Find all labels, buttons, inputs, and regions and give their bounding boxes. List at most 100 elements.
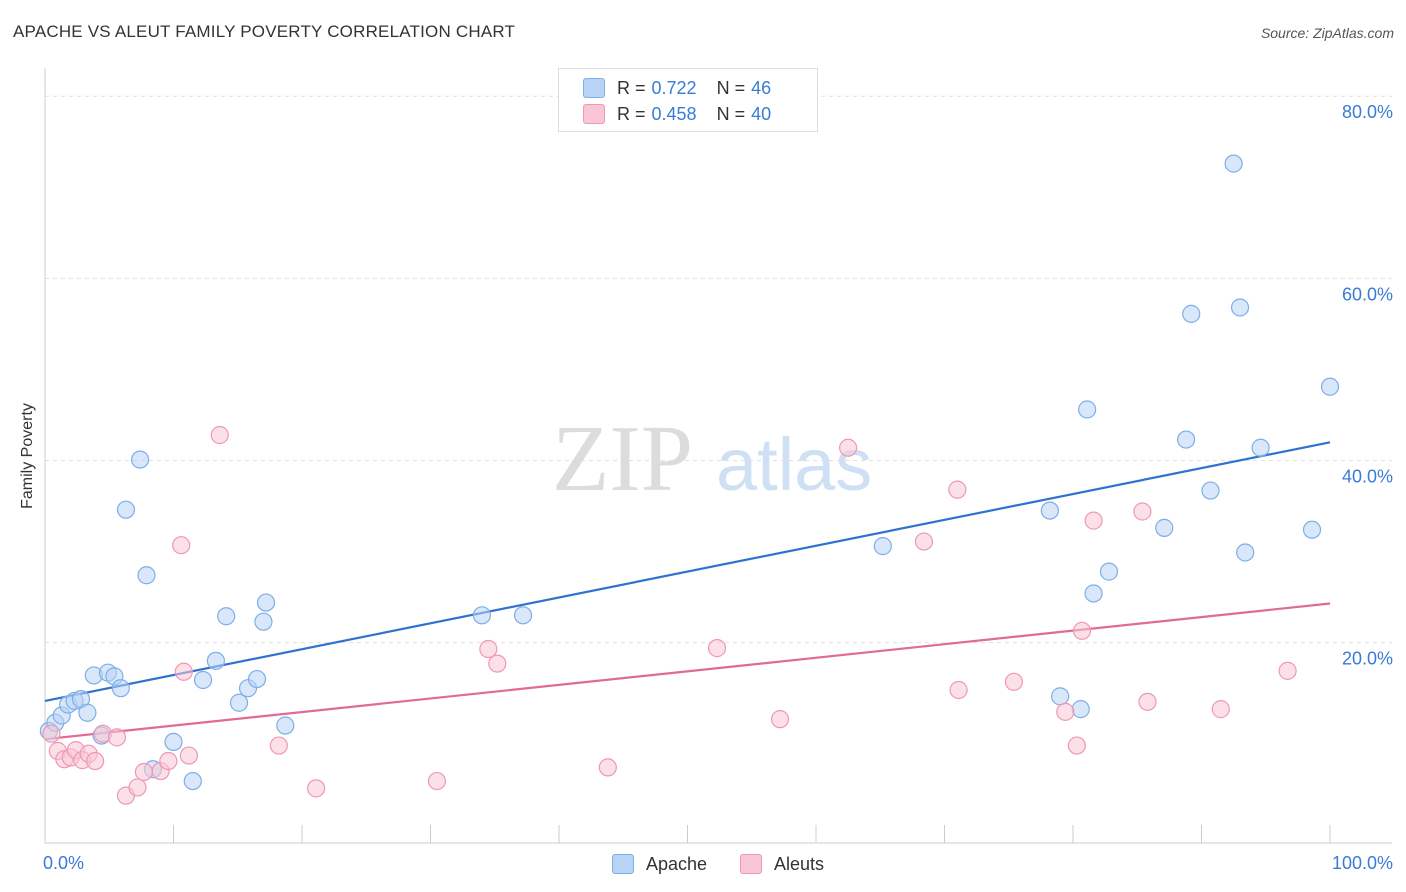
point-aleuts (1067, 736, 1086, 755)
point-apache (217, 607, 236, 626)
legend-row-aleuts: R = 0.458 N = 40 (583, 102, 772, 126)
point-aleuts (86, 751, 105, 771)
watermark: ZIP atlas (552, 407, 872, 511)
point-aleuts (1084, 511, 1103, 530)
point-apache (130, 450, 150, 469)
point-apache (1236, 543, 1255, 562)
point-aleuts (1004, 672, 1023, 691)
legend-n-value: 46 (751, 77, 772, 98)
series-legend-aleuts: Aleuts (740, 852, 824, 876)
point-apache (513, 606, 533, 625)
legend-swatch-apache (583, 78, 605, 98)
legend-n-label: N = (716, 77, 746, 98)
y-tick-label: 40.0% (1342, 467, 1393, 487)
legend-n-label: N = (716, 103, 746, 124)
point-aleuts (269, 736, 288, 755)
point-aleuts (707, 639, 727, 658)
point-apache (164, 732, 183, 752)
point-apache (1230, 298, 1250, 317)
point-aleuts (107, 728, 127, 747)
point-apache (472, 606, 491, 625)
point-aleuts (128, 778, 147, 797)
legend-r-value: 0.458 (651, 103, 697, 124)
point-aleuts (479, 639, 498, 659)
point-apache (1182, 304, 1201, 323)
point-apache (193, 670, 213, 690)
point-aleuts (42, 724, 61, 743)
point-apache (1176, 430, 1196, 449)
point-apache (1302, 520, 1322, 539)
watermark-zip: ZIP (552, 407, 693, 511)
point-apache (206, 651, 226, 670)
watermark-atlas: atlas (716, 423, 872, 506)
point-aleuts (1133, 502, 1152, 521)
point-aleuts (1138, 692, 1157, 711)
point-aleuts (948, 480, 967, 499)
series-name-aleuts: Aleuts (774, 853, 825, 874)
source-label: Source: ZipAtlas.com (1260, 25, 1394, 41)
point-apache (183, 771, 202, 791)
point-aleuts (488, 654, 507, 673)
point-aleuts (1072, 621, 1092, 640)
tick-labels: 20.0% 40.0% 60.0% 80.0% 0.0% 100.0% (43, 102, 1393, 873)
chart-title: APACHE VS ALEUT FAMILY POVERTY CORRELATI… (13, 22, 516, 41)
point-aleuts (174, 662, 193, 681)
point-apache (1251, 438, 1270, 457)
point-apache (873, 537, 892, 556)
series-swatch-apache (612, 854, 634, 874)
point-aleuts (1056, 702, 1075, 721)
legend-r-value: 0.722 (651, 77, 697, 98)
point-apache (111, 679, 130, 698)
trend-lines (44, 441, 1331, 741)
point-apache (1040, 501, 1059, 520)
trend-line-apache (44, 441, 1331, 703)
x-tick-label: 0.0% (43, 853, 84, 873)
legend-swatch-aleuts (583, 104, 605, 124)
y-tick-label: 80.0% (1342, 102, 1393, 122)
point-aleuts (598, 758, 617, 777)
trend-line-aleuts (44, 602, 1331, 741)
point-apache (254, 612, 273, 631)
data-points (39, 154, 1340, 805)
point-apache (247, 669, 267, 689)
point-apache (1320, 377, 1340, 396)
y-tick-label: 20.0% (1342, 649, 1393, 669)
legend-row-apache: R = 0.722 N = 46 (583, 76, 772, 100)
series-name-apache: Apache (646, 853, 708, 874)
point-aleuts (172, 536, 191, 555)
point-aleuts (427, 771, 447, 791)
axes (44, 68, 1392, 844)
point-aleuts (770, 710, 790, 729)
point-apache (137, 566, 156, 585)
point-apache (1155, 518, 1174, 537)
point-apache (78, 703, 97, 722)
legend-r-label: R = (617, 77, 646, 98)
legend-n-value: 40 (751, 103, 772, 124)
point-aleuts (134, 762, 154, 782)
point-apache (1201, 481, 1220, 500)
stats-legend: R = 0.722 N = 46 R = 0.458 N = 40 (558, 68, 818, 132)
gridlines (45, 95, 1392, 644)
point-aleuts (914, 532, 934, 551)
point-apache (229, 693, 249, 712)
point-aleuts (307, 779, 326, 798)
point-apache (1099, 562, 1119, 581)
point-aleuts (1211, 700, 1230, 719)
point-apache (116, 500, 136, 519)
series-swatch-aleuts (740, 854, 762, 874)
point-aleuts (210, 425, 229, 445)
point-aleuts (179, 746, 199, 765)
point-apache (276, 716, 295, 735)
point-aleuts (839, 438, 858, 457)
y-tick-label: 60.0% (1342, 284, 1393, 304)
point-aleuts (159, 751, 178, 771)
point-apache (1051, 687, 1070, 706)
point-apache (1071, 700, 1090, 719)
series-legend-apache: Apache (612, 852, 707, 876)
point-apache (1084, 584, 1103, 603)
point-aleuts (949, 680, 968, 700)
legend-r-label: R = (617, 103, 646, 124)
x-tick-label: 100.0% (1332, 853, 1393, 873)
point-apache (1224, 154, 1243, 173)
